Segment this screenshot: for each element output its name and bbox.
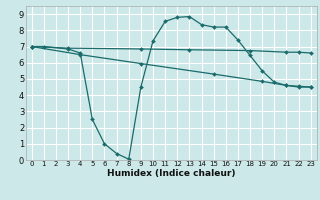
X-axis label: Humidex (Indice chaleur): Humidex (Indice chaleur) bbox=[107, 169, 236, 178]
